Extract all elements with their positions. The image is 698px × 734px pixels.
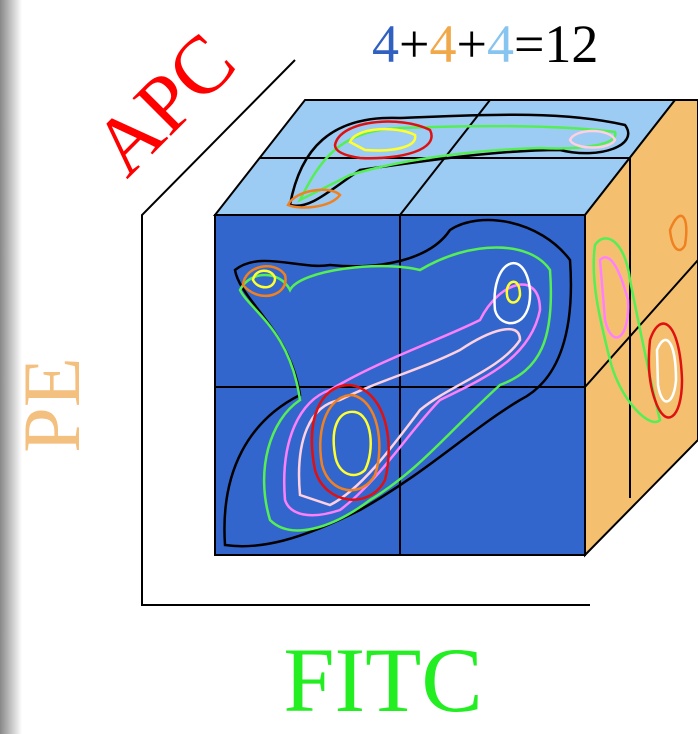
- equation-term: 4: [429, 14, 456, 74]
- equation-term: =12: [514, 14, 598, 74]
- pe-label: PE: [6, 357, 97, 453]
- contours: [223, 113, 688, 548]
- edge-strip: [0, 0, 22, 734]
- axes: [141, 59, 590, 606]
- apc-label: APC: [75, 15, 252, 192]
- cube: [212, 99, 698, 558]
- equation-term: +: [399, 14, 429, 74]
- equation-term: 4: [372, 14, 399, 74]
- equation-term: 4: [487, 14, 514, 74]
- equation: 4+4+4=12: [372, 14, 598, 74]
- fitc-label: FITC: [283, 629, 482, 731]
- equation-term: +: [456, 14, 486, 74]
